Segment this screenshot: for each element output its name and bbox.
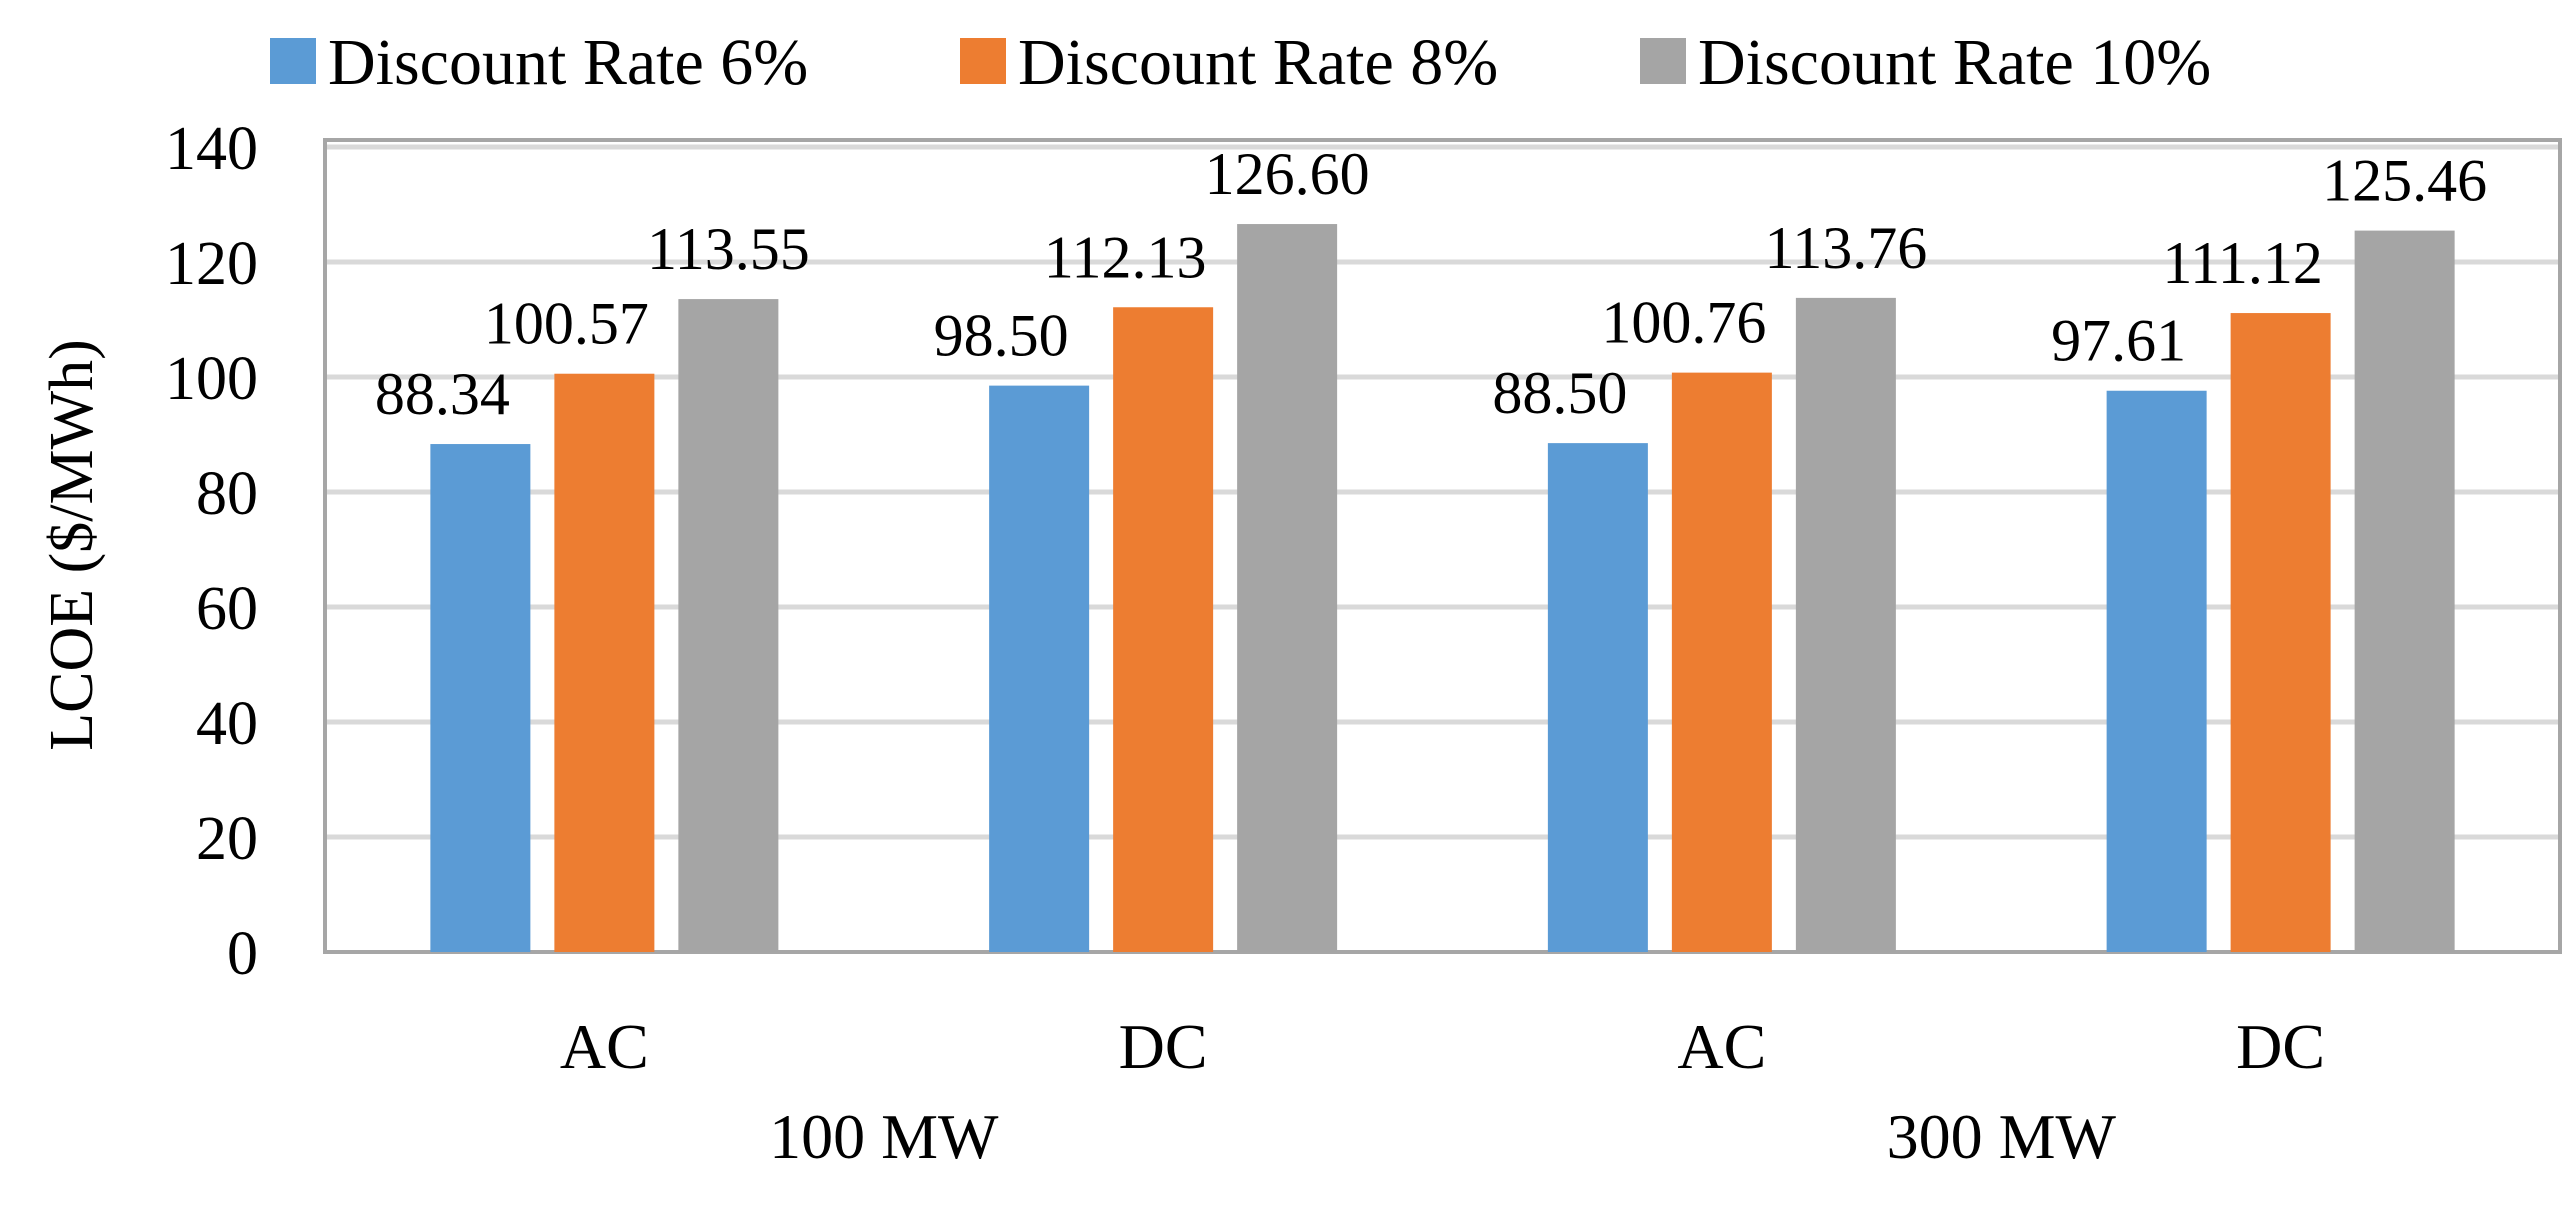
legend: Discount Rate 6% Discount Rate 8% Discount… bbox=[270, 26, 2211, 99]
data-label: 98.50 bbox=[934, 303, 1069, 369]
x-category-label: DC bbox=[2236, 1011, 2325, 1082]
bar bbox=[1547, 443, 1648, 952]
data-label: 100.76 bbox=[1601, 290, 1766, 356]
data-label: 111.12 bbox=[2162, 230, 2323, 296]
data-label: 113.55 bbox=[647, 216, 810, 282]
bars bbox=[430, 224, 2455, 953]
data-label: 125.46 bbox=[2322, 148, 2487, 214]
legend-entry: Discount Rate 8% bbox=[1018, 26, 1498, 99]
data-labels: 88.34100.57113.5598.50112.13126.6088.501… bbox=[375, 141, 2487, 427]
y-tick-label: 80 bbox=[196, 460, 258, 528]
data-label: 100.57 bbox=[484, 291, 649, 357]
bar bbox=[554, 373, 655, 952]
bar bbox=[2106, 390, 2207, 952]
data-label: 88.50 bbox=[1492, 360, 1627, 426]
bar bbox=[2230, 313, 2331, 952]
bar bbox=[1237, 224, 1338, 953]
data-label: 113.76 bbox=[1764, 215, 1927, 281]
y-axis-label: LCOE ($/MWh) bbox=[38, 339, 106, 751]
x-category-label: AC bbox=[560, 1011, 649, 1082]
data-label: 88.34 bbox=[375, 361, 510, 427]
bar bbox=[430, 444, 531, 952]
legend-entry: Discount Rate 10% bbox=[1698, 26, 2211, 99]
x-category-label: DC bbox=[1119, 1011, 1208, 1082]
legend-swatch bbox=[270, 38, 316, 84]
y-tick-label: 60 bbox=[196, 575, 258, 643]
legend-entry: Discount Rate 6% bbox=[328, 26, 808, 99]
data-label: 112.13 bbox=[1044, 224, 1207, 290]
bar bbox=[1113, 307, 1214, 952]
y-tick-label: 140 bbox=[165, 115, 258, 183]
plot-frame bbox=[323, 138, 2562, 954]
y-tick-label: 40 bbox=[196, 690, 258, 758]
data-label: 97.61 bbox=[2051, 308, 2186, 374]
bar bbox=[1795, 297, 1896, 952]
y-tick-label: 20 bbox=[196, 805, 258, 873]
x-group-label: 100 MW bbox=[769, 1101, 999, 1172]
x-group-label: 300 MW bbox=[1887, 1101, 2117, 1172]
bar bbox=[1671, 372, 1772, 952]
y-axis-ticks: 0 20 40 60 80 100 120 140 bbox=[165, 115, 258, 988]
legend-swatch bbox=[960, 38, 1006, 84]
x-category-label: AC bbox=[1677, 1011, 1766, 1082]
data-label: 126.60 bbox=[1205, 141, 1370, 207]
y-tick-label: 0 bbox=[227, 920, 258, 988]
y-tick-label: 120 bbox=[165, 230, 258, 298]
x-axis-groups: 100 MW 300 MW bbox=[769, 1101, 2116, 1172]
x-axis-categories: AC DC AC DC bbox=[560, 1011, 2325, 1082]
bar bbox=[2354, 230, 2455, 953]
y-tick-label: 100 bbox=[165, 345, 258, 413]
bar bbox=[989, 385, 1090, 952]
legend-swatch bbox=[1640, 38, 1686, 84]
bar bbox=[678, 299, 779, 952]
